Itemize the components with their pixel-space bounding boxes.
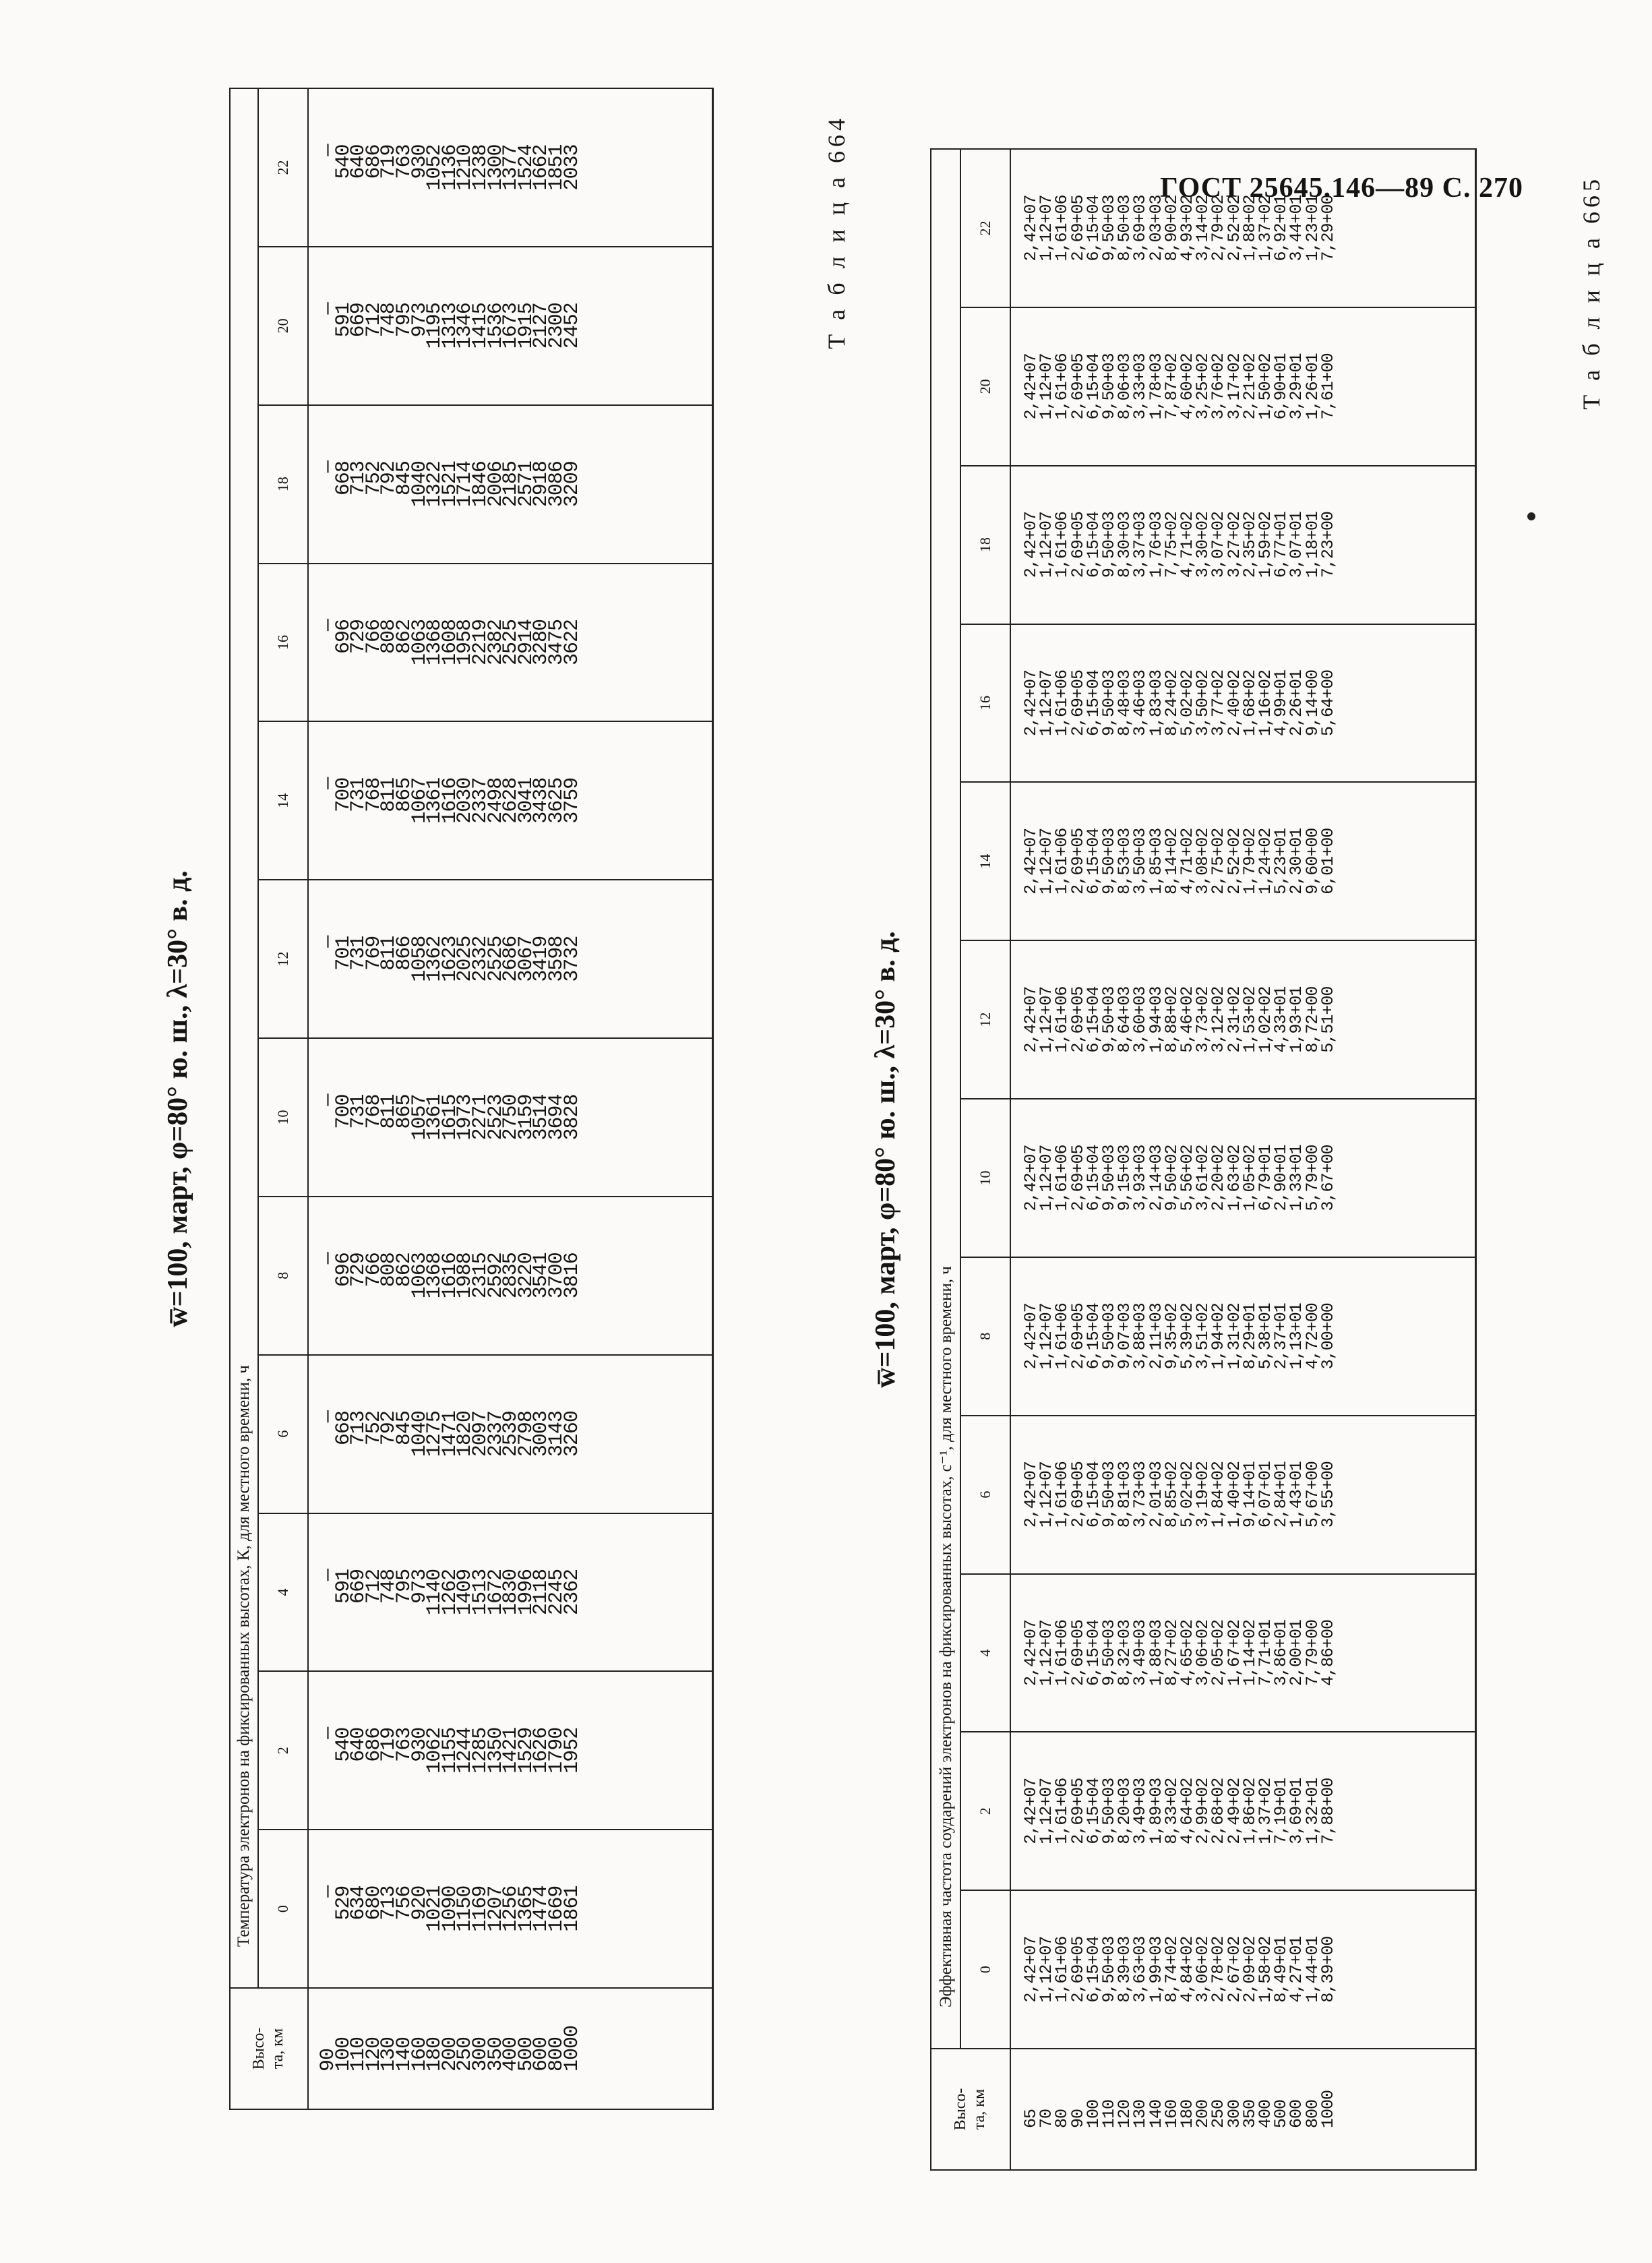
data-column: 2,42+07 1,12+07 1,61+06 2,69+05 6,15+04 … — [1010, 149, 1475, 307]
hour-header: 16 — [960, 624, 1010, 783]
data-column: — 696 729 766 808 862 1063 1368 1616 198… — [308, 1196, 712, 1355]
hour-header: 4 — [960, 1573, 1010, 1732]
altitude-header: Высо- та, км — [230, 1988, 308, 2109]
hour-header: 14 — [960, 782, 1010, 941]
hour-header: 4 — [258, 1513, 308, 1672]
table-664-title: w̅=100, март, φ=80° ю. ш., λ=30° в. д. — [162, 870, 193, 1327]
data-column: 2,42+07 1,12+07 1,61+06 2,69+05 6,15+04 … — [1010, 1257, 1475, 1416]
page-header: ГОСТ 25645.146—89 С. 270 — [1159, 173, 1523, 204]
data-column: 2,42+07 1,12+07 1,61+06 2,69+05 6,15+04 … — [1010, 307, 1475, 466]
hour-header: 12 — [258, 880, 308, 1039]
data-column: — 700 731 768 811 865 1057 1361 1615 197… — [308, 1038, 712, 1197]
data-column: 2,42+07 1,12+07 1,61+06 2,69+05 6,15+04 … — [1010, 1415, 1475, 1574]
data-column: 2,42+07 1,12+07 1,61+06 2,69+05 6,15+04 … — [1010, 1099, 1475, 1257]
hour-header: 20 — [258, 246, 308, 405]
data-column: 2,42+07 1,12+07 1,61+06 2,69+05 6,15+04 … — [1010, 1573, 1475, 1732]
data-column: 2,42+07 1,12+07 1,61+06 2,69+05 6,15+04 … — [1010, 940, 1475, 1099]
table-665-label: Т а б л и ц а 665 — [1578, 175, 1605, 410]
table-665-block: Т а б л и ц а 665 w̅=100, март, φ=80° ю.… — [843, 148, 1638, 2171]
hour-header: 6 — [258, 1354, 308, 1513]
table-665-title: w̅=100, март, φ=80° ю. ш., λ=30° в. д. — [870, 931, 901, 1388]
hour-header: 0 — [258, 1830, 308, 1988]
ink-dot — [1527, 512, 1535, 520]
hour-header: 6 — [960, 1415, 1010, 1574]
data-column: 2,42+07 1,12+07 1,61+06 2,69+05 6,15+04 … — [1010, 624, 1475, 783]
data-column: 2,42+07 1,12+07 1,61+06 2,69+05 6,15+04 … — [1010, 1890, 1475, 2049]
data-column: — 591 669 712 748 795 973 1140 1262 1409… — [308, 1513, 712, 1672]
altitude-column: 65 70 80 90 100 110 120 130 140 160 180 … — [1010, 2049, 1475, 2170]
hour-header: 22 — [258, 88, 308, 247]
hour-header: 10 — [960, 1099, 1010, 1257]
data-column: — 700 731 768 811 865 1067 1361 1616 203… — [308, 721, 712, 880]
collision-frequency-header: Эффективная частота соударений электроно… — [931, 149, 960, 2049]
hour-header: 20 — [960, 307, 1010, 466]
data-column: 2,42+07 1,12+07 1,61+06 2,69+05 6,15+04 … — [1010, 1732, 1475, 1891]
hour-header: 12 — [960, 940, 1010, 1099]
hour-header: 22 — [960, 149, 1010, 307]
hour-header: 8 — [258, 1196, 308, 1355]
temperature-header: Температура электронов на фиксированных … — [230, 88, 258, 1988]
hour-header: 2 — [960, 1732, 1010, 1891]
hour-header: 10 — [258, 1038, 308, 1197]
altitude-header: Высо- та, км — [931, 2049, 1010, 2170]
data-column: 2,42+07 1,12+07 1,61+06 2,69+05 6,15+04 … — [1010, 465, 1475, 624]
table-664: Высо- та, км Температура электронов на ф… — [229, 88, 714, 2110]
data-column: — 701 731 769 811 866 1058 1362 1623 202… — [308, 880, 712, 1039]
data-column: — 529 634 680 713 756 920 1021 1090 1150… — [308, 1830, 712, 1988]
hour-header: 18 — [960, 465, 1010, 624]
data-column: — 540 640 686 719 763 930 1062 1155 1244… — [308, 1671, 712, 1830]
data-column: — 696 729 766 808 862 1063 1368 1608 195… — [308, 563, 712, 722]
table-665: Высо- та, км Эффективная частота соударе… — [930, 148, 1477, 2171]
data-column: — 668 713 752 792 845 1040 1322 1521 171… — [308, 404, 712, 564]
hour-header: 0 — [960, 1890, 1010, 2049]
data-column: — 668 713 752 792 845 1040 1275 1471 182… — [308, 1354, 712, 1513]
hour-header: 16 — [258, 563, 308, 722]
hour-header: 2 — [258, 1671, 308, 1830]
altitude-column: 90 100 110 120 130 140 160 180 200 250 3… — [308, 1988, 712, 2109]
data-column: — 540 640 686 719 763 930 1052 1136 1210… — [308, 88, 712, 247]
hour-header: 14 — [258, 721, 308, 880]
hour-header: 8 — [960, 1257, 1010, 1416]
data-column: — 591 669 712 748 795 973 1195 1313 1346… — [308, 246, 712, 405]
table-664-block: Т а б л и ц а 664 w̅=100, март, φ=80° ю.… — [128, 88, 883, 2110]
data-column: 2,42+07 1,12+07 1,61+06 2,69+05 6,15+04 … — [1010, 782, 1475, 941]
hour-header: 18 — [258, 404, 308, 564]
